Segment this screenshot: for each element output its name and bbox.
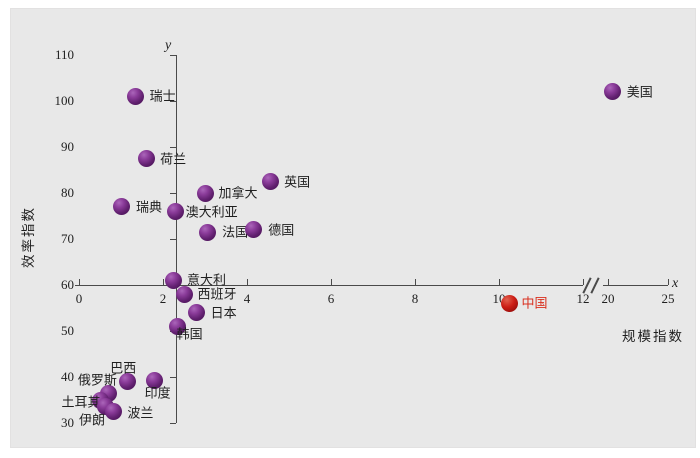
y-tick-label: 30 [61, 415, 74, 430]
data-point-label: 巴西 [110, 360, 137, 376]
data-point [118, 373, 136, 391]
data-point [146, 372, 164, 390]
data-point-label: 印度 [144, 385, 171, 401]
y-tick-label: 50 [61, 323, 74, 338]
x-tick-label: 20 [601, 291, 615, 306]
data-point [112, 198, 130, 216]
data-point-label: 瑞典 [135, 199, 163, 215]
x-tick-mark [79, 279, 80, 285]
data-point-label: 土耳其 [61, 394, 101, 410]
data-point-label: 中国 [521, 295, 548, 311]
data-point [127, 87, 145, 105]
x-tick-label: 0 [75, 291, 83, 306]
x-tick-label: 25 [661, 291, 675, 306]
y-tick-mark [169, 147, 176, 148]
data-point [501, 294, 518, 312]
x-tick-mark [668, 279, 669, 285]
data-point [175, 285, 193, 303]
data-point-label: 波兰 [127, 405, 154, 420]
y-tick-label: 40 [61, 369, 74, 384]
x-tick-mark [583, 279, 584, 285]
data-point-label: 伊朗 [79, 412, 106, 428]
data-point [188, 304, 206, 322]
x-tick-label: 12 [576, 291, 590, 306]
y-tick-mark [169, 101, 176, 102]
y-tick-label: 90 [61, 139, 74, 154]
y-axis-title: 效率指数 [21, 206, 36, 268]
data-point-label: 俄罗斯 [77, 372, 117, 388]
x-tick-mark [163, 279, 164, 285]
data-point-label: 瑞士 [149, 88, 176, 104]
data-point [169, 317, 187, 335]
x-tick-mark [415, 279, 416, 285]
data-point [261, 173, 279, 190]
data-point-label: 德国 [268, 222, 295, 238]
data-point-label: 美国 [626, 84, 653, 100]
x-axis-line-segment-1 [75, 285, 583, 286]
y-axis-line [175, 55, 177, 423]
y-tick-label: 100 [54, 93, 75, 108]
data-point [167, 202, 185, 220]
x-axis-letter: x [672, 276, 679, 291]
data-point [104, 403, 122, 420]
y-tick-mark [169, 55, 176, 56]
data-point [165, 271, 182, 289]
x-tick-mark [331, 279, 332, 285]
y-tick-mark [169, 377, 176, 378]
data-point-label: 荷兰 [160, 151, 187, 166]
y-tick-label: 70 [61, 231, 74, 246]
x-tick-label: 8 [411, 291, 419, 306]
y-tick-label: 110 [54, 47, 74, 62]
data-point [604, 83, 622, 101]
y-tick-label: 80 [61, 185, 74, 200]
data-point [198, 223, 216, 241]
data-point-label: 加拿大 [218, 185, 258, 201]
x-tick-mark [499, 279, 500, 285]
data-point-label: 英国 [284, 174, 311, 189]
y-tick-label: 60 [61, 277, 74, 292]
data-point [244, 221, 262, 239]
y-axis-letter: y [165, 38, 172, 53]
x-axis-line-segment-2 [603, 285, 668, 286]
data-point [196, 184, 214, 202]
x-tick-label: 6 [327, 291, 335, 306]
y-tick-mark [169, 193, 176, 194]
y-tick-mark [169, 239, 176, 240]
data-point-label: 法国 [222, 224, 249, 240]
x-tick-mark [247, 279, 248, 285]
data-point-label: 韩国 [176, 326, 203, 342]
x-tick-mark [608, 279, 609, 285]
y-tick-mark [169, 423, 176, 424]
x-axis-title: 规模指数 [622, 329, 684, 344]
x-tick-label: 2 [159, 291, 167, 306]
data-point-label: 西班牙 [197, 286, 237, 302]
data-point-label: 日本 [210, 305, 237, 321]
data-point-label: 澳大利亚 [185, 204, 238, 220]
x-tick-label: 4 [243, 291, 251, 306]
data-point-label: 意大利 [186, 272, 227, 288]
data-point [137, 150, 155, 167]
